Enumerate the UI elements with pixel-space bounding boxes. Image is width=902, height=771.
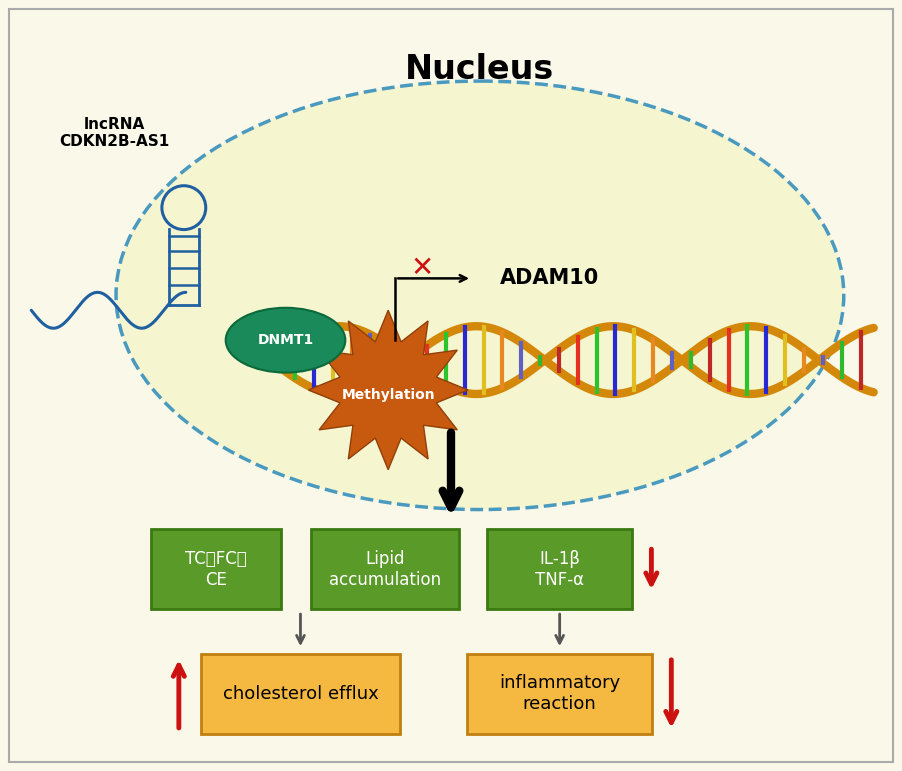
FancyBboxPatch shape xyxy=(487,530,632,609)
Polygon shape xyxy=(308,310,468,470)
Text: Methylation: Methylation xyxy=(341,388,435,402)
Text: inflammatory
reaction: inflammatory reaction xyxy=(499,675,621,713)
Text: Lipid
accumulation: Lipid accumulation xyxy=(329,550,441,589)
Text: cholesterol efflux: cholesterol efflux xyxy=(223,685,378,703)
FancyBboxPatch shape xyxy=(9,9,893,762)
Text: IL-1β
TNF-α: IL-1β TNF-α xyxy=(535,550,584,589)
Text: ADAM10: ADAM10 xyxy=(500,268,599,288)
FancyBboxPatch shape xyxy=(151,530,281,609)
FancyBboxPatch shape xyxy=(467,654,652,734)
Ellipse shape xyxy=(226,308,345,372)
Text: DNMT1: DNMT1 xyxy=(257,333,314,347)
FancyBboxPatch shape xyxy=(201,654,400,734)
Text: TC、FC、
CE: TC、FC、 CE xyxy=(185,550,246,589)
Text: Nucleus: Nucleus xyxy=(405,52,555,86)
Text: ✕: ✕ xyxy=(410,254,434,282)
FancyBboxPatch shape xyxy=(311,530,459,609)
Text: lncRNA
CDKN2B-AS1: lncRNA CDKN2B-AS1 xyxy=(59,116,170,149)
Ellipse shape xyxy=(116,81,843,510)
